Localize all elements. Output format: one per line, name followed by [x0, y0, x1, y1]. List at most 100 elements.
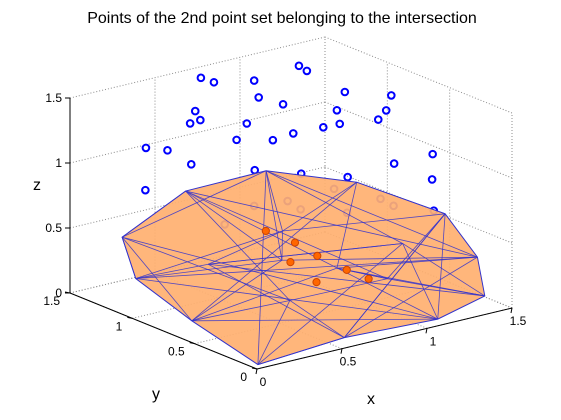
hull-edge	[265, 170, 283, 232]
x-tick-mark	[340, 348, 343, 354]
y-axis-line	[69, 292, 258, 370]
hull-edge	[281, 256, 478, 261]
hull-edge	[208, 263, 345, 338]
intersection-point	[342, 265, 351, 274]
x-tick-label: 1.5	[510, 314, 527, 328]
intersection-point	[364, 274, 373, 283]
hull-edge	[191, 318, 438, 322]
hull-edge	[191, 300, 290, 322]
outside-point	[288, 129, 298, 138]
outside-point	[163, 146, 172, 155]
hull-edge	[122, 236, 438, 320]
hull-edge	[282, 181, 357, 232]
x-tick-mark	[255, 368, 258, 375]
grid-line-z-side	[324, 36, 513, 114]
hull-edge	[135, 278, 438, 320]
outside-point	[428, 149, 437, 159]
chart-title: Points of the 2nd point set belonging to…	[87, 10, 477, 27]
grid-line-z-back	[69, 36, 326, 99]
x-tick-label: 0.5	[340, 355, 357, 369]
outside-point	[190, 106, 200, 116]
outside-point	[249, 76, 259, 85]
x-tick-mark	[510, 307, 513, 314]
x-tick-label: 0	[260, 375, 267, 389]
hull-edge	[265, 170, 478, 258]
outside-point	[387, 91, 396, 100]
outside-point	[427, 175, 437, 184]
hull-edge	[121, 190, 186, 238]
intersection-point	[286, 258, 295, 267]
grid-line-z-back	[69, 101, 326, 164]
hull-edge	[135, 263, 209, 279]
intersection-point	[261, 226, 270, 236]
hull-edge	[208, 230, 283, 265]
y-tick-mark	[251, 367, 258, 370]
outside-point	[373, 115, 383, 124]
y-tick-label: 0	[240, 370, 247, 384]
outside-point	[209, 77, 219, 87]
outside-point	[340, 87, 350, 97]
hull-edge	[281, 231, 283, 261]
z-tick-label: 1	[55, 156, 62, 170]
hull-edge	[257, 243, 403, 365]
outside-point	[141, 143, 151, 153]
hull-edge	[402, 243, 439, 320]
hull-edge	[121, 236, 193, 322]
outside-point	[332, 106, 342, 115]
hull-edge	[121, 170, 267, 238]
outside-points	[141, 61, 439, 229]
hull-edge	[336, 182, 358, 269]
hull-edge	[343, 213, 446, 338]
x-tick-label: 1	[430, 334, 437, 348]
outside-point	[254, 93, 264, 102]
y-tick-mark	[127, 316, 133, 319]
hull-edge	[191, 181, 357, 322]
z-tick-label: 0.5	[45, 221, 62, 235]
intersection-point	[290, 238, 300, 247]
z-axis-label: z	[33, 177, 41, 194]
hull-edge	[208, 243, 403, 265]
hull-edge	[265, 170, 283, 261]
hull-edge	[344, 256, 478, 338]
y-tick-mark	[189, 342, 195, 345]
convex-hull	[121, 170, 486, 366]
hull-edge	[185, 190, 478, 258]
y-tick-mark	[64, 291, 71, 294]
hull-edge	[387, 213, 446, 279]
outside-point	[302, 66, 312, 76]
grid-line-z-side	[324, 166, 513, 244]
z-tick-label: 0	[55, 286, 62, 300]
outside-point	[278, 100, 288, 109]
outside-point	[319, 123, 328, 132]
outside-point	[343, 172, 352, 182]
hull-edge	[289, 278, 388, 301]
axes-box	[69, 98, 513, 370]
outside-point	[389, 159, 399, 168]
hull-edge	[257, 337, 345, 365]
outside-point	[268, 135, 278, 145]
hull-edge	[191, 259, 283, 322]
hull-edge	[387, 278, 485, 297]
intersection-points	[261, 226, 373, 287]
hull-edge	[135, 256, 478, 279]
outside-point	[232, 135, 241, 145]
hull-edge	[185, 190, 438, 320]
outside-point	[294, 61, 304, 71]
hull-edge	[356, 181, 446, 215]
y-tick-label: 0.5	[168, 345, 185, 359]
outside-point	[381, 106, 391, 115]
hull-edge	[257, 300, 291, 365]
hull-edge	[265, 170, 403, 244]
hull-edge	[289, 300, 345, 338]
outside-point	[185, 119, 195, 128]
hull-edge	[185, 190, 388, 280]
hull-edge	[437, 213, 446, 320]
outside-point	[196, 115, 205, 125]
x-axis-label: x	[367, 391, 375, 408]
hull-edge	[402, 243, 486, 297]
intersection-point	[312, 278, 321, 287]
hull-edge	[135, 230, 283, 279]
x-tick-mark	[425, 328, 428, 334]
